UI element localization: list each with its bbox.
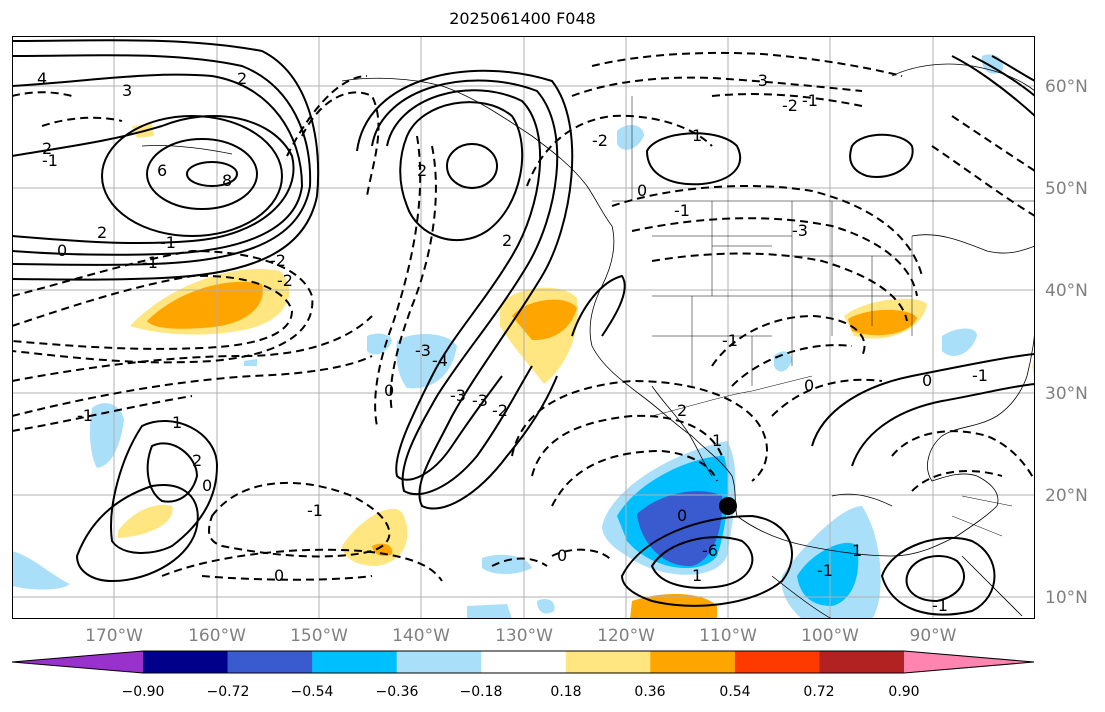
contour-label: -1 bbox=[932, 596, 948, 615]
colorbar-segment bbox=[396, 651, 482, 673]
contour-label: 2 bbox=[417, 161, 427, 180]
contour-label: 0 bbox=[202, 476, 212, 495]
lon-label: 130°W bbox=[495, 626, 553, 646]
lon-label: 150°W bbox=[290, 626, 348, 646]
contour-label: -1 bbox=[77, 406, 93, 425]
contour-label: 3 bbox=[122, 81, 132, 100]
lat-label: 20°N bbox=[1045, 486, 1088, 506]
contour-label: -1 bbox=[722, 331, 738, 350]
contour-label: 2 bbox=[237, 69, 247, 88]
contour-label: -2 bbox=[270, 251, 286, 270]
contour-label: 4 bbox=[37, 69, 47, 88]
contour-label: -3 bbox=[792, 221, 808, 240]
colorbar-extend-high bbox=[904, 651, 1034, 673]
lon-label: 170°W bbox=[85, 626, 143, 646]
lon-label: 160°W bbox=[188, 626, 246, 646]
lat-label: 50°N bbox=[1045, 179, 1088, 199]
colorbar-segment bbox=[650, 651, 736, 673]
lat-label: 40°N bbox=[1045, 281, 1088, 301]
lon-label: 90°W bbox=[909, 626, 957, 646]
lon-label: 100°W bbox=[801, 626, 859, 646]
contour-label: 0 bbox=[557, 546, 567, 565]
contour-label: -2 bbox=[592, 131, 608, 150]
colorbar-tick-label: 0.72 bbox=[803, 684, 835, 700]
lon-label: 120°W bbox=[597, 626, 655, 646]
lat-label: 60°N bbox=[1045, 77, 1088, 97]
colorbar-tick-label: 0.36 bbox=[634, 684, 666, 700]
contour-label: -1 bbox=[307, 501, 323, 520]
contour-label: -3 bbox=[472, 391, 488, 410]
contour-label: 1 bbox=[692, 126, 702, 145]
coastlines bbox=[141, 63, 1035, 619]
storm-center-marker bbox=[719, 497, 737, 515]
contour-label: -1 bbox=[142, 253, 158, 272]
contour-label: 0 bbox=[637, 181, 647, 200]
contour-label: 0 bbox=[274, 566, 284, 585]
colorbar-tick-label: 0.18 bbox=[550, 684, 582, 700]
colorbar-tick-label: −0.54 bbox=[290, 684, 334, 700]
contour-label: 2 bbox=[192, 451, 202, 470]
lon-label: 140°W bbox=[392, 626, 450, 646]
colorbar-segment bbox=[565, 651, 651, 673]
colorbar-segment bbox=[819, 651, 905, 673]
contour-label: 1 bbox=[712, 431, 722, 450]
contour-label: 0 bbox=[922, 371, 932, 390]
colorbar-segment bbox=[227, 651, 313, 673]
contour-label: -2 bbox=[492, 401, 508, 420]
colorbar-tick-label: −0.36 bbox=[375, 684, 419, 700]
colorbar-tick-label: 0.90 bbox=[888, 684, 920, 700]
colorbar-tick-label: 0.54 bbox=[719, 684, 751, 700]
contour-label: 2 bbox=[97, 223, 107, 242]
contour-label: -4 bbox=[432, 351, 448, 370]
colorbar-extend-low bbox=[12, 651, 143, 673]
contour-label: 1 bbox=[172, 413, 182, 432]
contour-label: -1 bbox=[160, 233, 176, 252]
colorbar-segment bbox=[481, 651, 567, 673]
contour-label: 0 bbox=[384, 381, 394, 400]
contour-labels: 4 3 2 8 6 2 2 -1 -1 2 0 -1 -2 -2 -3 -3 -… bbox=[37, 69, 988, 615]
country-borders bbox=[612, 96, 1035, 537]
contour-label: -3 bbox=[752, 71, 768, 90]
lat-label: 10°N bbox=[1045, 588, 1088, 608]
plot-title: 2025061400 F048 bbox=[449, 9, 596, 28]
contour-label: -1 bbox=[972, 366, 988, 385]
solid-contours bbox=[12, 39, 1035, 616]
negative-anomaly-shading bbox=[12, 54, 1003, 619]
lat-label: 30°N bbox=[1045, 384, 1088, 404]
contour-label: 2 bbox=[42, 139, 52, 158]
contour-label: 6 bbox=[157, 161, 167, 180]
colorbar-segment bbox=[143, 651, 229, 673]
contour-label: -1 bbox=[817, 561, 833, 580]
colorbar-segment bbox=[312, 651, 398, 673]
contour-label: -3 bbox=[450, 386, 466, 405]
colorbar-outline bbox=[11, 650, 1035, 674]
contour-label: -1 bbox=[42, 151, 58, 170]
contour-label: 1 bbox=[852, 541, 862, 560]
colorbar-segment bbox=[734, 651, 820, 673]
contour-label: 1 bbox=[692, 566, 702, 585]
contour-label: 0 bbox=[57, 241, 67, 260]
contour-label: 2 bbox=[677, 401, 687, 420]
dashed-contours bbox=[12, 51, 1035, 582]
contour-label: -6 bbox=[702, 541, 718, 560]
colorbar-tick-label: −0.18 bbox=[459, 684, 503, 700]
contour-label: 2 bbox=[502, 231, 512, 250]
contour-label: -2 bbox=[782, 96, 798, 115]
colorbar-tick-label: −0.90 bbox=[121, 684, 165, 700]
contour-label: -1 bbox=[674, 201, 690, 220]
contour-label: -1 bbox=[802, 91, 818, 110]
colorbar-tick-label: −0.72 bbox=[206, 684, 250, 700]
contour-label: -2 bbox=[277, 271, 293, 290]
lon-label: 110°W bbox=[699, 626, 757, 646]
contour-label: 0 bbox=[804, 376, 814, 395]
contour-label: -3 bbox=[415, 341, 431, 360]
contour-label: 8 bbox=[222, 171, 232, 190]
contour-label: 0 bbox=[677, 506, 687, 525]
map-panel: 4 3 2 8 6 2 2 -1 -1 2 0 -1 -2 -2 -3 -3 -… bbox=[12, 36, 1035, 619]
